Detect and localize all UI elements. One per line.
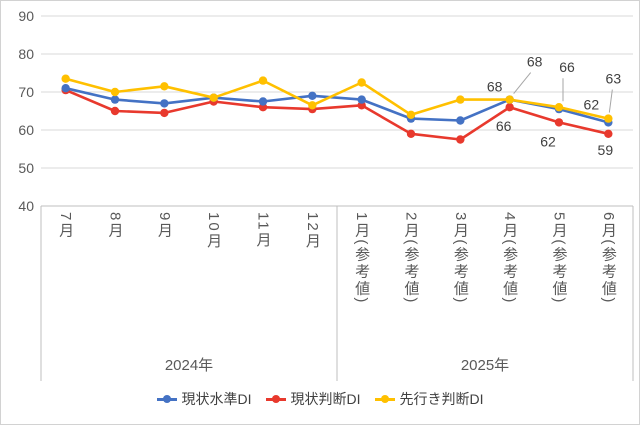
legend-label: 現状水準DI xyxy=(181,391,252,407)
series-1-marker xyxy=(110,106,120,116)
series-1-marker xyxy=(554,118,564,127)
y-axis-tick-label: 90 xyxy=(18,8,34,24)
data-label: 62 xyxy=(584,96,600,112)
data-label: 68 xyxy=(527,54,543,70)
category-label-9: 3月(参考値) xyxy=(451,212,469,305)
category-label-5: 11月 xyxy=(254,212,272,249)
year-group-label-2024: 2024年 xyxy=(164,357,214,374)
legend-item-current-judgment-di: 現状判断DI xyxy=(265,389,361,409)
y-axis-tick-label: 50 xyxy=(18,160,34,176)
legend-item-current-level-di: 現状水準DI xyxy=(156,389,252,409)
series-2-marker xyxy=(505,95,514,104)
series-2-marker xyxy=(160,82,169,91)
series-line-1 xyxy=(64,88,610,141)
legend-label: 先行き判断DI xyxy=(399,391,484,407)
series-2-marker xyxy=(61,74,70,83)
series-0-marker xyxy=(308,91,317,101)
y-axis-tick-label: 70 xyxy=(18,84,34,100)
data-label: 59 xyxy=(598,142,614,158)
series-2-marker xyxy=(110,87,120,97)
category-label-6: 12月 xyxy=(303,212,321,250)
series-2-marker xyxy=(357,78,366,87)
line-marker-icon xyxy=(156,397,177,401)
series-0-marker xyxy=(357,95,366,104)
category-label-1: 7月 xyxy=(57,212,75,240)
y-axis-tick-label: 80 xyxy=(18,46,34,62)
series-1-marker xyxy=(505,103,514,112)
series-0-marker xyxy=(258,97,268,106)
data-label: 68 xyxy=(487,79,503,95)
category-label-12: 6月(参考値) xyxy=(599,212,617,305)
y-axis-tick-label: 60 xyxy=(18,122,34,138)
year-group-label-2025: 2025年 xyxy=(460,357,510,374)
series-0-marker xyxy=(160,99,169,108)
series-2-marker xyxy=(554,103,564,112)
category-label-11: 5月(参考値) xyxy=(550,212,568,305)
series-0-marker xyxy=(61,84,70,93)
legend: 現状水準DI 現状判断DI 先行き判断DI xyxy=(1,389,639,409)
series-2-marker xyxy=(258,76,268,85)
series-0-marker xyxy=(456,116,465,125)
series-2-marker xyxy=(406,110,416,120)
line-marker-icon xyxy=(374,397,395,401)
series-1-marker xyxy=(604,129,613,138)
data-label: 66 xyxy=(496,118,512,134)
data-label: 62 xyxy=(540,133,556,149)
data-label-leader-line xyxy=(513,72,532,94)
category-label-7: 1月(参考値) xyxy=(353,212,371,305)
category-label-3: 9月 xyxy=(155,212,173,240)
legend-item-outlook-judgment-di: 先行き判断DI xyxy=(374,389,484,409)
category-label-10: 4月(参考値) xyxy=(501,212,519,305)
category-label-2: 8月 xyxy=(106,212,124,240)
series-2-marker xyxy=(604,114,613,123)
category-label-8: 2月(参考値) xyxy=(402,212,420,305)
series-line-2 xyxy=(64,77,610,120)
series-2-marker xyxy=(209,93,218,102)
line-marker-icon xyxy=(265,397,286,401)
series-0-marker xyxy=(110,95,120,104)
legend-label: 現状判断DI xyxy=(290,391,361,407)
category-label-4: 10月 xyxy=(205,212,223,250)
y-axis-tick-label: 40 xyxy=(18,198,34,214)
data-label: 66 xyxy=(559,59,575,75)
series-2-marker xyxy=(308,101,317,110)
data-label: 63 xyxy=(606,71,622,87)
series-1-marker xyxy=(406,129,416,138)
series-2-marker xyxy=(456,95,465,104)
data-label-leader-line xyxy=(608,89,613,113)
series-1-marker xyxy=(456,135,465,144)
series-1-marker xyxy=(160,108,169,118)
